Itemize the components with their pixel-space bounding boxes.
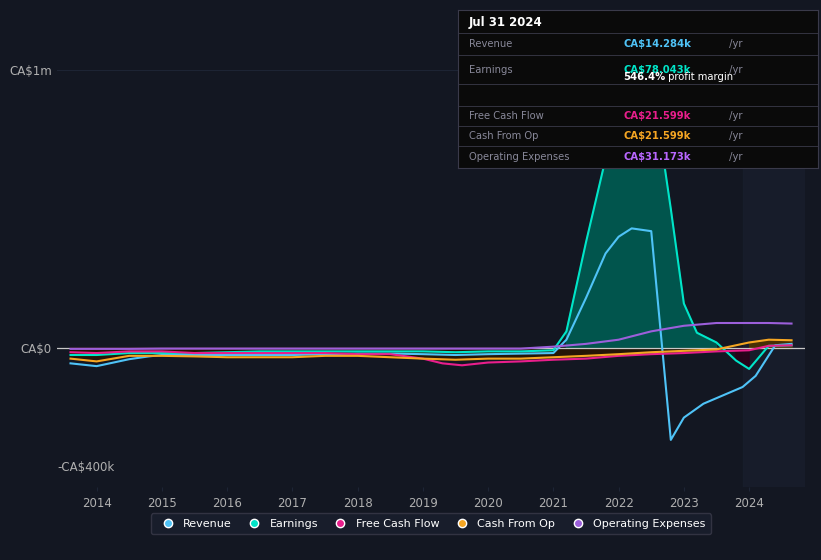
Text: CA$21.599k: CA$21.599k xyxy=(623,131,691,141)
Text: /yr: /yr xyxy=(726,152,742,162)
Text: /yr: /yr xyxy=(726,111,742,122)
Text: /yr: /yr xyxy=(726,131,742,141)
Text: Jul 31 2024: Jul 31 2024 xyxy=(469,16,543,29)
Text: Revenue: Revenue xyxy=(469,39,512,49)
Text: Operating Expenses: Operating Expenses xyxy=(469,152,570,162)
Text: profit margin: profit margin xyxy=(665,72,733,82)
Text: Free Cash Flow: Free Cash Flow xyxy=(469,111,544,122)
Text: CA$14.284k: CA$14.284k xyxy=(623,39,691,49)
Text: 546.4%: 546.4% xyxy=(623,72,666,82)
Text: CA$21.599k: CA$21.599k xyxy=(623,111,691,122)
Text: CA$31.173k: CA$31.173k xyxy=(623,152,691,162)
Text: Cash From Op: Cash From Op xyxy=(469,131,539,141)
Text: /yr: /yr xyxy=(726,65,742,74)
Text: /yr: /yr xyxy=(726,39,742,49)
Text: -CA$400k: -CA$400k xyxy=(57,461,115,474)
Text: CA$78.043k: CA$78.043k xyxy=(623,65,691,74)
Legend: Revenue, Earnings, Free Cash Flow, Cash From Op, Operating Expenses: Revenue, Earnings, Free Cash Flow, Cash … xyxy=(151,514,711,534)
Bar xyxy=(742,28,805,487)
Text: Earnings: Earnings xyxy=(469,65,512,74)
